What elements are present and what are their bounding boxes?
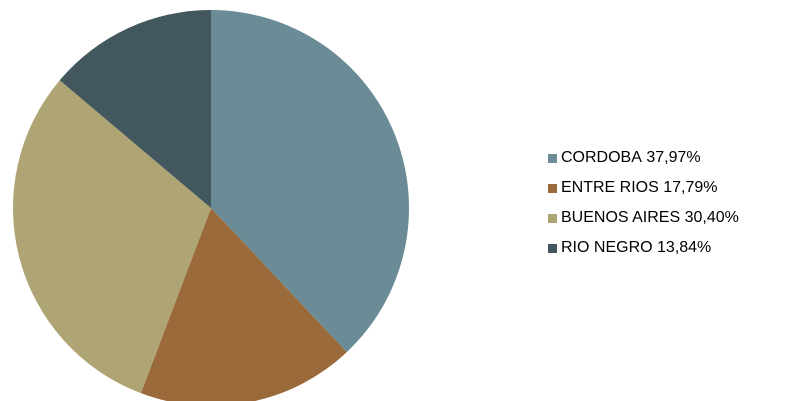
legend-label-entre-rios: ENTRE RIOS — [561, 179, 659, 196]
pie-slice-entre-rios — [140, 208, 347, 401]
legend-value-entre-rios: 17,79% — [663, 179, 718, 196]
legend-swatch-rio-negro — [548, 243, 557, 253]
pie-slice-rio-negro — [59, 10, 211, 208]
legend-value-buenos-aires: 30,40% — [684, 209, 739, 226]
legend-item-rio-negro: RIO NEGRO 13,84% — [548, 233, 739, 263]
legend-item-cordoba: CORDOBA 37,97% — [548, 143, 739, 173]
legend-value-rio-negro: 13,84% — [657, 239, 712, 256]
pie-slice-buenos-aires — [13, 80, 211, 394]
legend-value-cordoba: 37,97% — [646, 149, 701, 166]
legend-label-cordoba: CORDOBA — [561, 149, 642, 166]
pie-slice-cordoba — [211, 10, 409, 353]
legend: CORDOBA 37,97% ENTRE RIOS 17,79% BUENOS … — [548, 143, 739, 263]
legend-label-buenos-aires: BUENOS AIRES — [561, 209, 681, 226]
legend-label-rio-negro: RIO NEGRO — [561, 239, 653, 256]
legend-swatch-cordoba — [548, 153, 557, 163]
legend-swatch-buenos-aires — [548, 213, 557, 223]
legend-item-buenos-aires: BUENOS AIRES 30,40% — [548, 203, 739, 233]
legend-swatch-entre-rios — [548, 183, 557, 193]
legend-item-entre-rios: ENTRE RIOS 17,79% — [548, 173, 739, 203]
